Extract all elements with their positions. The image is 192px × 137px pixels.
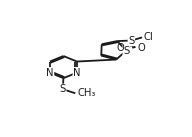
Text: S: S: [128, 35, 134, 45]
Text: S: S: [60, 84, 66, 94]
Text: Cl: Cl: [144, 32, 154, 42]
Text: O: O: [137, 43, 145, 53]
Text: S: S: [123, 45, 129, 55]
Text: O: O: [117, 43, 125, 53]
Text: N: N: [46, 68, 54, 78]
Text: N: N: [73, 68, 81, 78]
Text: CH₃: CH₃: [78, 88, 96, 98]
